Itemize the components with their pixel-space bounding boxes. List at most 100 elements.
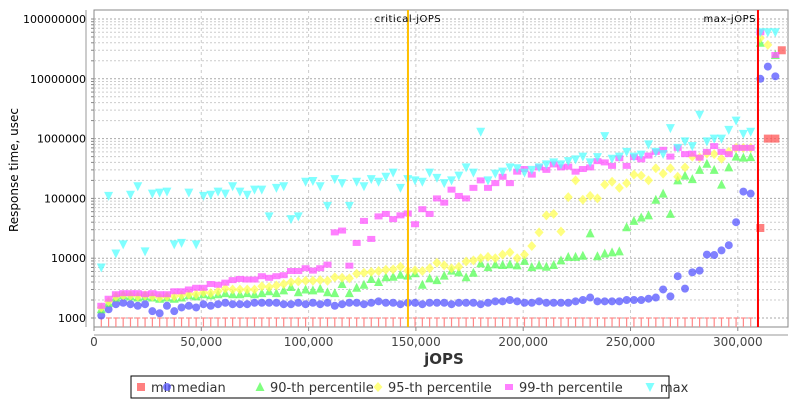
data-point xyxy=(133,301,142,310)
data-point xyxy=(709,149,719,160)
data-point xyxy=(490,253,500,264)
data-point xyxy=(505,247,515,258)
data-point xyxy=(636,212,646,222)
data-point xyxy=(396,212,405,219)
x-tick-label: 300,000 xyxy=(713,335,763,349)
legend-box xyxy=(130,375,670,399)
data-point xyxy=(658,188,668,198)
data-point xyxy=(739,144,748,151)
data-point xyxy=(148,290,157,297)
data-point xyxy=(724,241,733,250)
data-point xyxy=(155,188,165,198)
data-point xyxy=(242,284,252,295)
data-point xyxy=(695,164,705,174)
data-point xyxy=(717,246,726,255)
data-point xyxy=(644,152,653,159)
data-point xyxy=(192,284,201,291)
data-point xyxy=(513,297,522,306)
y-tick-label: 1000 xyxy=(58,312,86,325)
data-point xyxy=(214,281,223,288)
data-point xyxy=(629,295,638,304)
data-point xyxy=(636,150,646,160)
data-point xyxy=(250,298,259,307)
data-point xyxy=(257,298,266,307)
data-point xyxy=(170,307,179,316)
data-point xyxy=(563,251,573,261)
data-point xyxy=(352,268,362,279)
data-point xyxy=(763,39,773,50)
data-point xyxy=(716,153,726,164)
data-point xyxy=(425,210,434,217)
data-point xyxy=(658,150,668,160)
data-point xyxy=(702,137,712,147)
data-point xyxy=(432,195,441,202)
data-point xyxy=(541,160,551,170)
data-point xyxy=(695,110,705,120)
data-point xyxy=(125,190,135,200)
data-point xyxy=(607,176,617,187)
data-point xyxy=(763,28,773,38)
data-point xyxy=(148,307,157,316)
x-tick-label: 150,000 xyxy=(391,335,441,349)
data-point xyxy=(359,182,369,192)
data-point xyxy=(235,187,245,197)
data-point xyxy=(585,190,595,201)
data-point xyxy=(235,275,244,282)
data-point xyxy=(549,208,559,219)
data-point xyxy=(330,301,339,310)
data-point xyxy=(447,176,457,186)
data-point xyxy=(250,276,259,283)
data-point xyxy=(345,298,354,307)
data-point xyxy=(659,146,668,153)
data-point xyxy=(352,239,361,246)
data-point xyxy=(133,182,143,192)
data-point xyxy=(228,300,237,309)
data-point xyxy=(395,183,405,193)
data-point xyxy=(388,168,398,178)
data-point xyxy=(271,280,281,291)
data-point xyxy=(600,179,610,190)
series-median xyxy=(97,62,780,320)
data-point xyxy=(483,176,493,186)
legend-label: median xyxy=(177,381,226,396)
reference-line-label: max-jOPS xyxy=(704,14,756,25)
data-point xyxy=(337,272,347,283)
legend: min median 90-th percentile 95-th percentil… xyxy=(130,375,689,399)
data-point xyxy=(771,52,780,59)
data-point xyxy=(133,290,142,297)
data-point xyxy=(374,266,384,277)
data-point xyxy=(323,298,332,307)
data-point xyxy=(432,298,441,307)
data-point xyxy=(425,263,435,274)
data-point xyxy=(483,262,493,272)
data-point xyxy=(578,295,587,304)
data-point xyxy=(118,240,128,250)
data-point xyxy=(221,279,230,286)
data-point xyxy=(658,168,668,179)
data-point xyxy=(717,148,726,155)
data-point xyxy=(490,169,500,179)
data-point xyxy=(771,134,780,143)
data-point xyxy=(476,177,485,184)
data-point xyxy=(710,251,719,260)
data-point xyxy=(97,302,106,309)
data-point xyxy=(468,168,478,178)
x-tick-label: 0 xyxy=(90,335,98,349)
data-point xyxy=(608,297,617,306)
data-point xyxy=(505,180,514,187)
data-point xyxy=(666,292,675,301)
data-point xyxy=(147,189,157,199)
data-point xyxy=(301,177,311,187)
data-point xyxy=(381,298,390,307)
data-point xyxy=(366,266,376,277)
data-point xyxy=(637,295,646,304)
data-point xyxy=(490,259,500,269)
data-point xyxy=(111,291,120,298)
data-point xyxy=(374,297,383,306)
data-point xyxy=(527,262,537,272)
data-point xyxy=(111,300,120,309)
data-point xyxy=(338,227,347,234)
data-point xyxy=(695,154,704,161)
data-point xyxy=(308,275,318,286)
data-point xyxy=(439,179,449,189)
